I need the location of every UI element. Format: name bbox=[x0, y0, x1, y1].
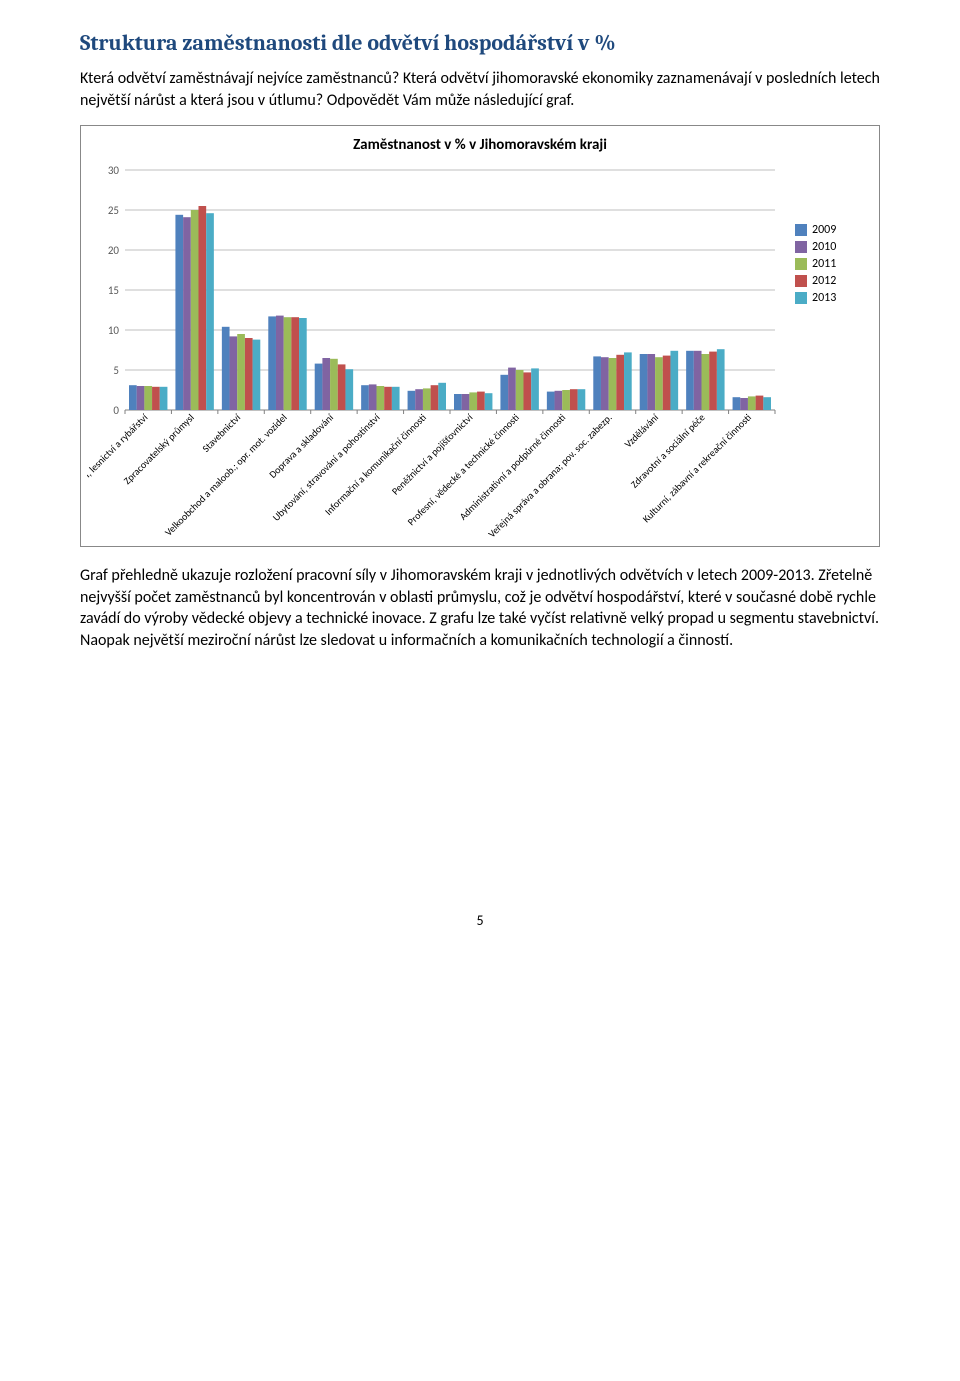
legend-label: 2009 bbox=[812, 223, 836, 237]
legend-item: 2012 bbox=[795, 274, 836, 288]
legend-label: 2012 bbox=[812, 274, 836, 288]
svg-text:30: 30 bbox=[108, 164, 120, 177]
svg-text:Peněžnictví a pojišťovnictví: Peněžnictví a pojišťovnictví bbox=[389, 411, 476, 498]
analysis-paragraph: Graf přehledně ukazuje rozložení pracovn… bbox=[80, 565, 880, 651]
legend-swatch bbox=[795, 292, 807, 304]
svg-text:20: 20 bbox=[108, 244, 120, 257]
legend-label: 2011 bbox=[812, 257, 836, 271]
svg-text:15: 15 bbox=[108, 284, 119, 297]
chart-title: Zaměstnanost v % v Jihomoravském kraji bbox=[87, 136, 873, 154]
legend-label: 2013 bbox=[812, 291, 836, 305]
legend-label: 2010 bbox=[812, 240, 836, 254]
legend-swatch bbox=[795, 224, 807, 236]
svg-text:10: 10 bbox=[108, 324, 120, 337]
page-number: 5 bbox=[80, 912, 880, 929]
svg-text:Stavebnictví: Stavebnictví bbox=[199, 411, 243, 455]
intro-paragraph: Která odvětví zaměstnávají nejvíce zaměs… bbox=[80, 68, 880, 111]
svg-text:25: 25 bbox=[108, 204, 119, 217]
chart-plot: 051015202530Zemědělství, lesnictví a ryb… bbox=[87, 160, 787, 540]
chart-legend: 2009 2010 2011 2012 2013 bbox=[787, 160, 840, 308]
legend-item: 2009 bbox=[795, 223, 836, 237]
svg-text:0: 0 bbox=[113, 404, 119, 417]
svg-text:5: 5 bbox=[113, 364, 119, 377]
legend-item: 2010 bbox=[795, 240, 836, 254]
legend-swatch bbox=[795, 241, 807, 253]
legend-swatch bbox=[795, 258, 807, 270]
employment-chart: Zaměstnanost v % v Jihomoravském kraji 0… bbox=[80, 125, 880, 547]
page-heading: Struktura zaměstnanosti dle odvětví hosp… bbox=[80, 30, 880, 56]
legend-swatch bbox=[795, 275, 807, 287]
legend-item: 2013 bbox=[795, 291, 836, 305]
svg-text:Vzdělávání: Vzdělávání bbox=[622, 411, 662, 451]
legend-item: 2011 bbox=[795, 257, 836, 271]
